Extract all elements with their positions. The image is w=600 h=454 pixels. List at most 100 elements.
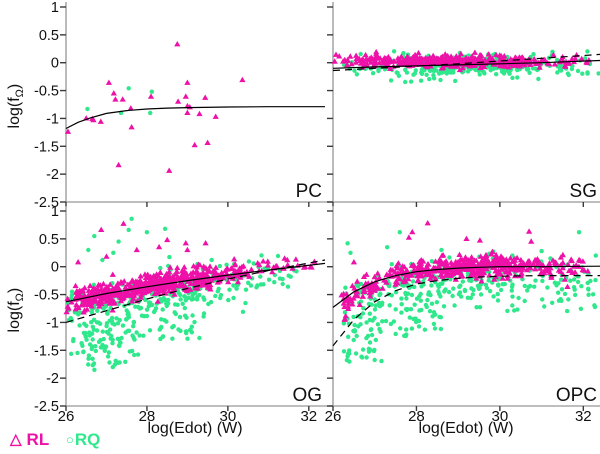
rl-point — [405, 275, 412, 282]
rl-point — [95, 281, 102, 288]
rl-point — [157, 269, 164, 275]
rq-point — [505, 308, 510, 314]
rq-point — [358, 51, 363, 57]
rq-point — [231, 295, 236, 301]
rq-point — [120, 323, 126, 328]
rl-point — [437, 54, 445, 60]
rl-point — [562, 62, 569, 68]
rl-point — [344, 61, 351, 68]
rq-point — [398, 326, 403, 331]
rq-point — [487, 288, 493, 294]
panel-label-sg: SG — [569, 181, 597, 202]
rq-point — [496, 282, 501, 287]
rq-point — [462, 288, 468, 294]
rq-point — [164, 301, 169, 306]
rq-point — [495, 298, 501, 303]
rq-point — [578, 306, 584, 311]
rl-point — [84, 306, 91, 312]
rl-point — [461, 256, 468, 262]
y-tick-label: -2 — [46, 371, 59, 387]
rq-point — [368, 347, 373, 353]
rq-point — [409, 326, 415, 331]
rl-point — [68, 299, 75, 305]
rq-point — [352, 68, 357, 73]
rl-point — [350, 259, 357, 265]
rq-point — [183, 298, 188, 303]
rq-point — [134, 330, 139, 335]
rq-point — [69, 289, 75, 294]
rl-point — [448, 259, 455, 265]
rq-point — [365, 333, 371, 339]
rl-point — [332, 51, 340, 57]
rq-point — [160, 307, 165, 312]
rq-point — [177, 314, 183, 320]
rq-point — [178, 297, 183, 302]
rq-point — [556, 63, 561, 68]
rl-point — [212, 113, 219, 119]
rl-point — [341, 303, 348, 310]
rl-point — [453, 260, 460, 267]
rq-point — [401, 51, 406, 56]
rl-point — [137, 273, 144, 279]
rq-point — [259, 253, 264, 258]
rq-point — [412, 284, 417, 290]
rl-point — [376, 274, 383, 281]
rl-point — [307, 263, 314, 269]
rl-point — [336, 53, 343, 59]
rl-point — [202, 240, 209, 246]
rl-point — [454, 267, 461, 274]
rq-point — [182, 294, 187, 299]
rl-point — [512, 261, 519, 267]
rl-point — [184, 79, 191, 85]
rq-point — [399, 310, 404, 315]
rl-point — [210, 275, 217, 281]
rl-point — [531, 266, 539, 272]
rl-point — [167, 264, 174, 270]
rl-point — [154, 298, 161, 304]
rl-point — [98, 300, 105, 307]
rq-point — [429, 301, 435, 306]
rl-point — [85, 291, 92, 298]
rq-point — [531, 52, 536, 57]
rq-point — [554, 57, 560, 63]
rq-point — [450, 293, 455, 299]
rq-point — [69, 351, 74, 356]
rq-point — [132, 352, 137, 358]
rl-point — [154, 288, 161, 294]
rq-point — [123, 359, 128, 364]
rl-point — [97, 118, 104, 124]
rq-point — [379, 358, 384, 364]
rl-point — [471, 257, 478, 263]
rq-point — [202, 297, 207, 302]
rl-point — [191, 141, 198, 148]
rl-point — [396, 58, 403, 64]
rl-point — [371, 273, 378, 280]
rl-point — [181, 264, 188, 270]
rl-point — [445, 59, 452, 65]
rl-point — [457, 50, 464, 57]
rq-point — [280, 281, 285, 287]
rq-point — [343, 285, 348, 290]
rq-point — [407, 315, 412, 320]
rq-point — [184, 330, 189, 336]
rq-point — [161, 334, 166, 339]
rl-point — [106, 300, 113, 306]
rl-point — [175, 275, 182, 282]
rq-point — [254, 285, 259, 290]
rl-point — [409, 228, 416, 235]
rq-point — [422, 327, 428, 332]
rq-point — [396, 73, 402, 79]
rq-point — [227, 287, 232, 292]
rl-point — [127, 283, 134, 289]
rq-point — [456, 292, 462, 297]
rq-point — [419, 70, 424, 75]
rq-point — [569, 66, 575, 72]
rq-point — [441, 304, 447, 309]
rl-point — [367, 59, 375, 65]
rq-point — [90, 337, 95, 342]
rl-point — [483, 59, 490, 65]
rq-point — [372, 357, 377, 363]
rq-point — [81, 349, 86, 355]
rq-point — [84, 323, 89, 328]
